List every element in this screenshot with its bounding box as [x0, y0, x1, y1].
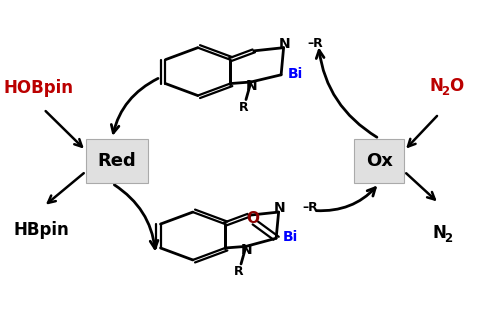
Text: N: N [430, 77, 444, 95]
Text: R: R [238, 101, 248, 114]
FancyBboxPatch shape [86, 139, 148, 183]
Text: –R: –R [302, 202, 318, 214]
Text: N: N [274, 201, 285, 215]
Text: O: O [246, 211, 260, 226]
Text: HOBpin: HOBpin [4, 79, 74, 97]
Text: R: R [234, 265, 243, 279]
Text: Red: Red [98, 152, 136, 170]
Text: 2: 2 [442, 85, 450, 98]
Text: –R: –R [308, 37, 323, 50]
Text: Ox: Ox [366, 152, 392, 170]
Text: Bi: Bi [282, 230, 298, 244]
Text: O: O [449, 77, 463, 95]
Text: 2: 2 [444, 232, 452, 245]
Text: HBpin: HBpin [14, 221, 70, 239]
Text: N: N [241, 243, 253, 257]
Text: N: N [279, 37, 290, 51]
Text: Bi: Bi [288, 67, 302, 81]
Text: N: N [433, 224, 447, 242]
Text: N: N [246, 79, 258, 93]
FancyBboxPatch shape [354, 139, 404, 183]
